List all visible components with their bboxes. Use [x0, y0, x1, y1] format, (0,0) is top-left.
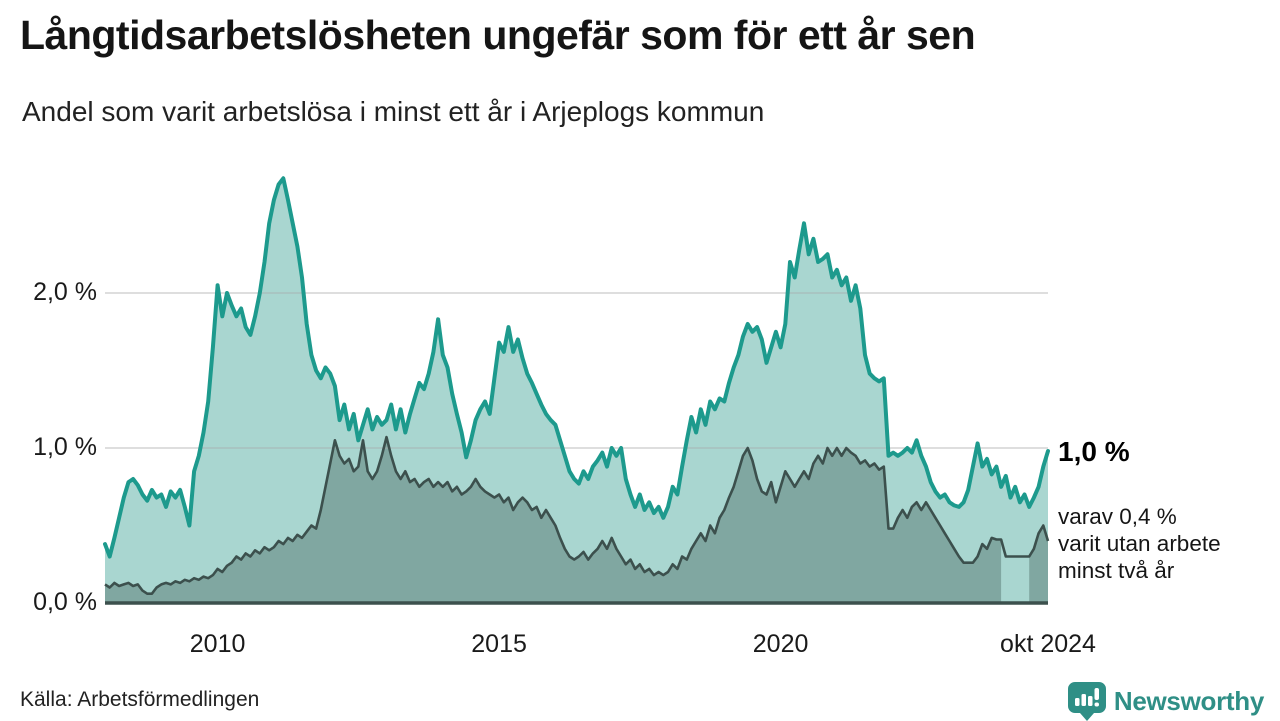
- secondary-annotation-line: varav 0,4 %: [1058, 504, 1177, 529]
- page-title: Långtidsarbetslösheten ungefär som för e…: [20, 12, 976, 58]
- newsworthy-wordmark: Newsworthy: [1113, 685, 1264, 716]
- secondary-annotation-line: minst två år: [1058, 558, 1175, 583]
- source-note: Källa: Arbetsförmedlingen: [20, 688, 260, 711]
- y-axis-tick-label: 0,0 %: [33, 588, 97, 616]
- inner-area-fill: [105, 437, 1002, 603]
- outer-series-line: [103, 176, 1050, 559]
- x-axis-tick-label: okt 2024: [1000, 630, 1096, 658]
- y-axis-tick-label: 2,0 %: [33, 278, 97, 306]
- x-axis-tick-label: 2015: [471, 630, 527, 658]
- y-axis-tick-label: 1,0 %: [33, 433, 97, 461]
- page-subtitle: Andel som varit arbetslösa i minst ett å…: [22, 96, 765, 127]
- newsworthy-pin-chart-icon: [1067, 682, 1106, 721]
- x-axis-tick-label: 2020: [752, 630, 809, 658]
- newsworthy-logo: Newsworthy: [1067, 681, 1264, 721]
- secondary-value-annotation: varav 0,4 % varit utan arbete minst två år: [1058, 503, 1221, 584]
- secondary-annotation-line: varit utan arbete: [1058, 531, 1221, 556]
- x-axis-tick-label: 2010: [189, 630, 246, 658]
- inner-area-fill: [1029, 525, 1048, 603]
- latest-value-label: 1,0 %: [1058, 436, 1130, 467]
- inner-series-line: [104, 435, 1050, 595]
